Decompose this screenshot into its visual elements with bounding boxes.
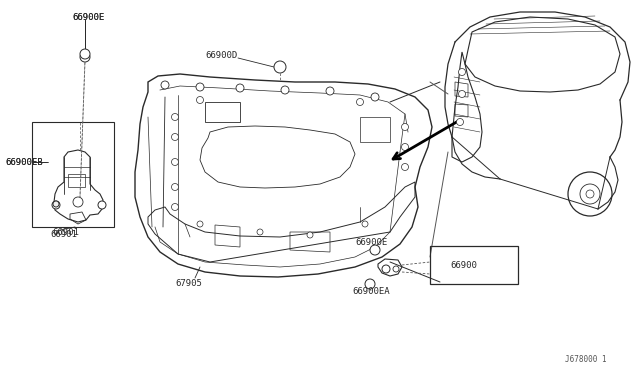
Circle shape (281, 86, 289, 94)
Circle shape (80, 52, 90, 62)
Circle shape (73, 197, 83, 207)
Circle shape (365, 279, 375, 289)
Circle shape (257, 229, 263, 235)
Circle shape (326, 87, 334, 95)
Circle shape (172, 158, 179, 166)
Circle shape (196, 83, 204, 91)
Circle shape (172, 183, 179, 190)
Text: 66900EA: 66900EA (352, 288, 390, 296)
Circle shape (458, 90, 465, 97)
Circle shape (356, 99, 364, 106)
Circle shape (80, 49, 90, 59)
Circle shape (98, 201, 106, 209)
Circle shape (161, 81, 169, 89)
Circle shape (236, 84, 244, 92)
Circle shape (197, 221, 203, 227)
Circle shape (274, 61, 286, 73)
Circle shape (371, 93, 379, 101)
Circle shape (362, 221, 368, 227)
Circle shape (401, 164, 408, 170)
Text: 66900E: 66900E (355, 237, 387, 247)
Text: 66900D: 66900D (205, 51, 237, 60)
Text: 66901: 66901 (52, 228, 79, 237)
Text: 66900EB: 66900EB (5, 157, 43, 167)
Circle shape (456, 119, 463, 125)
Text: J678000 1: J678000 1 (565, 356, 607, 365)
Circle shape (401, 124, 408, 131)
Circle shape (370, 245, 380, 255)
Circle shape (53, 201, 59, 207)
Text: 67905: 67905 (175, 279, 202, 289)
Circle shape (172, 134, 179, 141)
Text: 66900: 66900 (450, 260, 477, 269)
Text: 66901: 66901 (50, 230, 77, 238)
Text: 66900EB: 66900EB (5, 157, 43, 167)
Circle shape (458, 68, 465, 76)
Circle shape (172, 203, 179, 211)
Circle shape (52, 201, 60, 209)
Circle shape (196, 96, 204, 103)
Circle shape (382, 265, 390, 273)
Circle shape (586, 190, 594, 198)
Circle shape (393, 266, 399, 272)
Circle shape (172, 113, 179, 121)
Text: 66900E: 66900E (72, 13, 104, 22)
Circle shape (401, 144, 408, 151)
Circle shape (307, 232, 313, 238)
Text: 66900E: 66900E (72, 13, 104, 22)
